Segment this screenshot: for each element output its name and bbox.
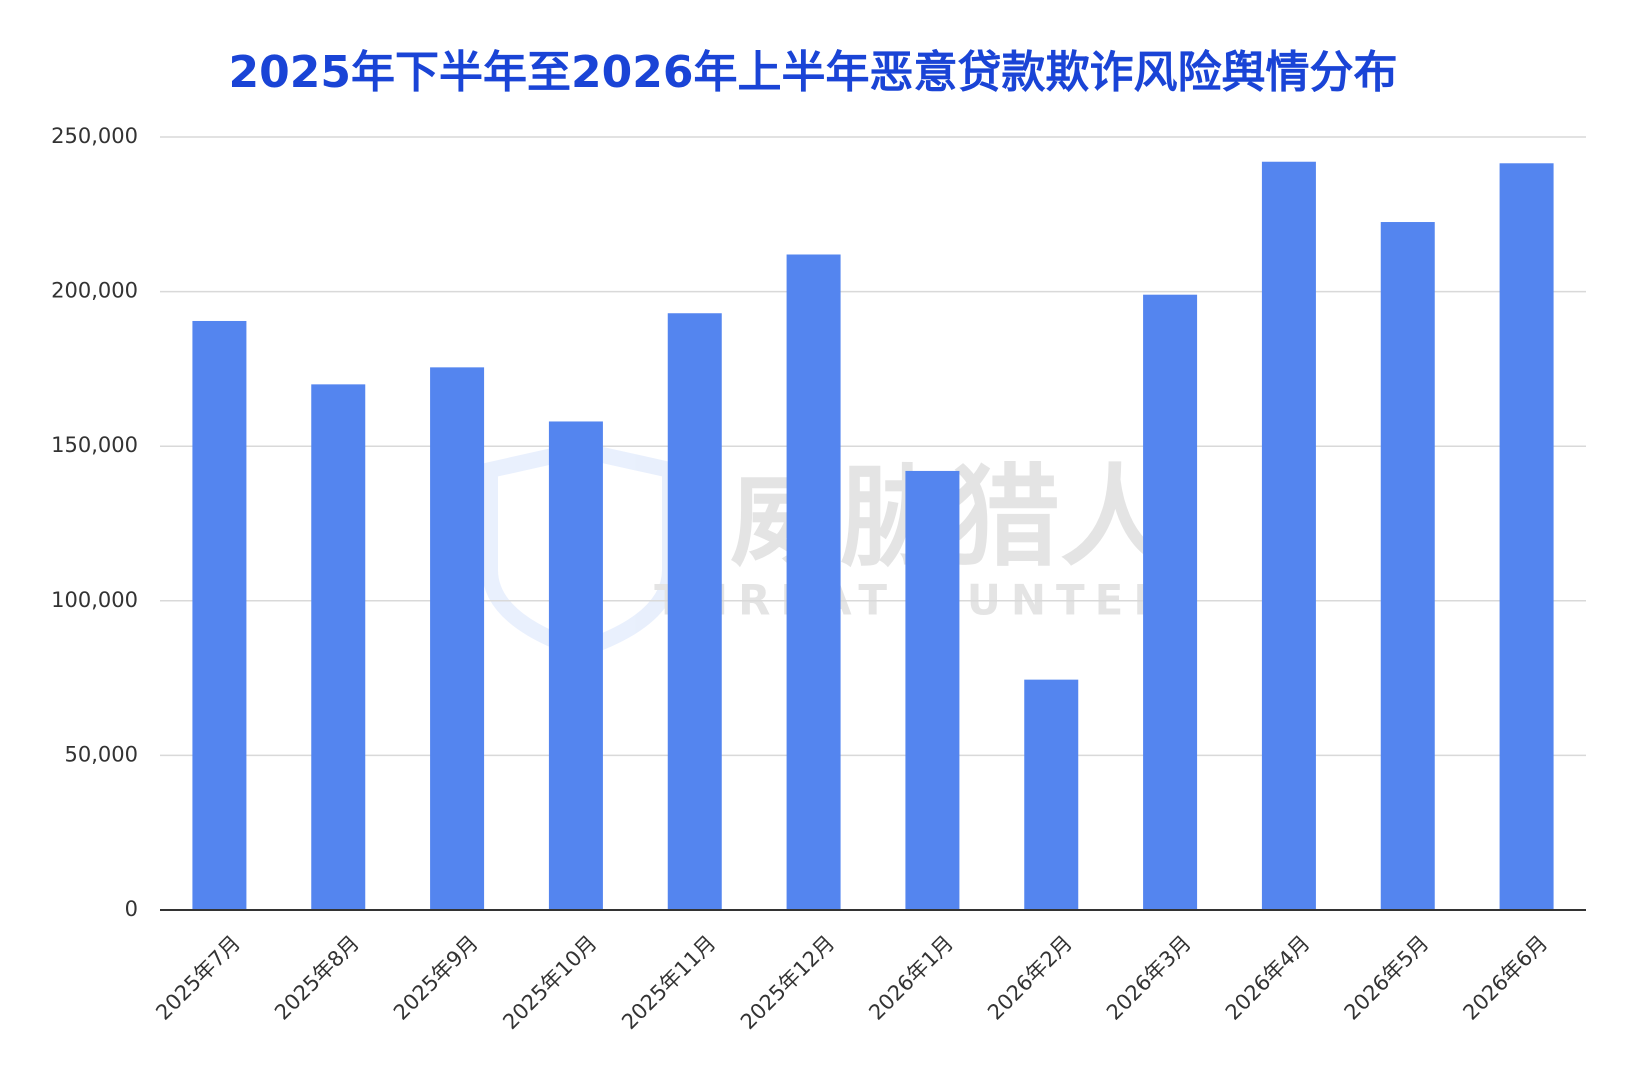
- x-tick-label: 2025年11月: [617, 931, 720, 1034]
- y-tick-label: 150,000: [51, 433, 138, 457]
- x-tick-label: 2026年5月: [1340, 931, 1434, 1025]
- x-tick-label: 2025年9月: [389, 931, 483, 1025]
- x-tick-label: 2025年12月: [736, 931, 839, 1034]
- x-tick-label: 2026年2月: [983, 931, 1077, 1025]
- bar: [548, 421, 603, 910]
- x-tick-label: 2025年8月: [270, 931, 364, 1025]
- x-tick-label: 2026年6月: [1458, 931, 1552, 1025]
- bar: [1024, 679, 1079, 910]
- y-tick-label: 100,000: [51, 588, 138, 612]
- x-tick-label: 2025年7月: [151, 931, 245, 1025]
- x-tick-label: 2025年10月: [498, 931, 601, 1034]
- y-tick-label: 250,000: [51, 124, 138, 148]
- y-tick-label: 50,000: [65, 742, 138, 766]
- bar: [430, 367, 485, 910]
- y-tick-label: 0: [125, 897, 138, 921]
- chart-title: 2025年下半年至2026年上半年恶意贷款欺诈风险舆情分布: [229, 47, 1398, 98]
- x-tick-label: 2026年4月: [1221, 931, 1315, 1025]
- bar: [192, 320, 247, 910]
- bar: [1499, 163, 1554, 911]
- bar: [786, 254, 841, 911]
- bar: [1143, 294, 1198, 910]
- bar: [667, 313, 722, 910]
- bar: [1261, 161, 1316, 911]
- y-tick-label: 200,000: [51, 279, 138, 303]
- x-tick-label: 2026年3月: [1102, 931, 1196, 1025]
- bar: [905, 470, 960, 910]
- bar: [311, 384, 366, 910]
- bar: [1380, 222, 1435, 910]
- x-tick-label: 2026年1月: [864, 931, 958, 1025]
